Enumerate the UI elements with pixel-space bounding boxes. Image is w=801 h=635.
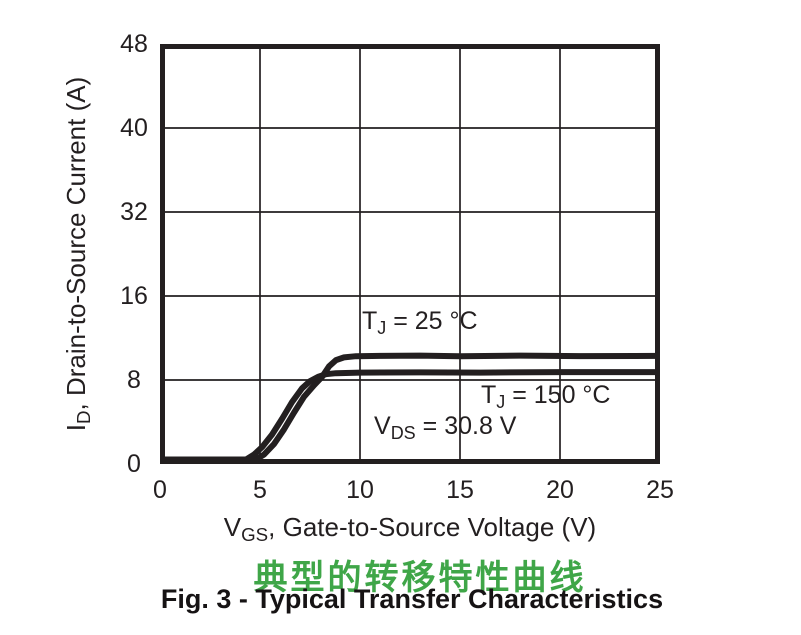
plot-svg — [160, 44, 660, 464]
annotation-tj-150: TJ = 150 °C — [481, 381, 611, 413]
x-tick-label: 25 — [646, 476, 674, 504]
x-tick-label: 5 — [253, 476, 267, 504]
y-tick-label: 16 — [120, 282, 148, 310]
chinese-caption: 典型的转移特性曲线 — [253, 559, 587, 597]
plot-border — [160, 44, 660, 464]
x-tick-label: 15 — [446, 476, 474, 504]
y-axis-symbol-subscript: D — [73, 410, 95, 425]
y-tick-label: 0 — [127, 450, 141, 478]
x-axis-symbol: V — [223, 512, 242, 542]
x-axis-symbol-subscript: GS — [241, 524, 269, 546]
x-tick-label: 0 — [153, 476, 167, 504]
y-tick-label: 48 — [120, 30, 148, 58]
x-axis-title: VGS, Gate-to-Source Voltage (V) — [160, 512, 660, 546]
x-tick-label: 20 — [546, 476, 574, 504]
annotation-tj-25: TJ = 25 °C — [362, 307, 478, 339]
y-axis-title: ID, Drain-to-Source Current (A) — [61, 77, 95, 432]
curve-tj-150c — [160, 369, 660, 463]
y-tick-label: 32 — [120, 198, 148, 226]
figure-caption: Fig. 3 - Typical Transfer Characteristic… — [160, 584, 664, 614]
x-tick-label: 10 — [346, 476, 374, 504]
y-tick-label: 40 — [120, 114, 148, 142]
x-axis-title-text: , Gate-to-Source Voltage (V) — [268, 512, 597, 542]
y-tick-label: 8 — [127, 366, 141, 394]
y-axis-title-text: , Drain-to-Source Current (A) — [60, 76, 91, 411]
annotation-vds: VDS = 30.8 V — [374, 412, 517, 444]
y-axis-symbol: I — [60, 424, 91, 432]
